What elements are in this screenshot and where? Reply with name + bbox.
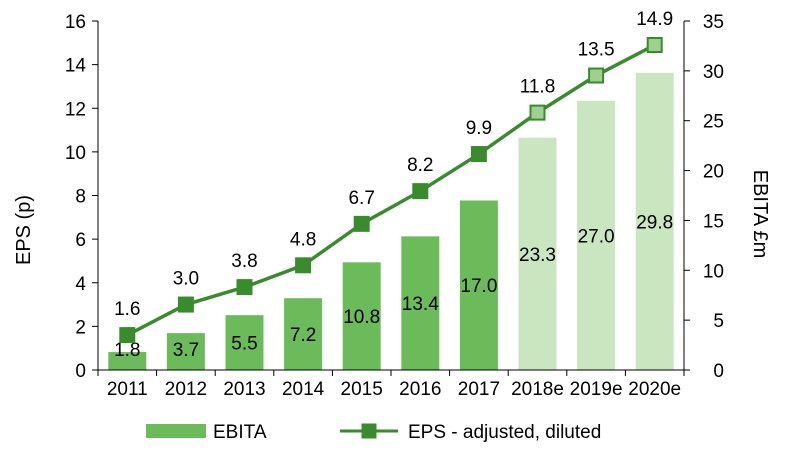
eps-data-label-2011: 1.6 [114, 299, 140, 320]
eps-data-label-2015: 6.7 [348, 188, 374, 209]
ebita-data-label-2014: 7.2 [290, 325, 316, 346]
left-tick-label: 2 [75, 317, 86, 338]
ebita-data-label-2013: 5.5 [231, 334, 257, 355]
ebita-bar-2014 [284, 298, 323, 370]
right-tick-label: 15 [703, 211, 724, 232]
x-tick-label-2015: 2015 [341, 379, 383, 400]
legend-ebita-swatch [146, 424, 206, 438]
ebita-data-label-2011: 1.8 [114, 340, 140, 361]
left-tick-label: 16 [65, 12, 86, 33]
ebita-bar-2018e [518, 137, 557, 370]
right-axis-title: EBITA £m [749, 170, 771, 259]
ebita-data-labels: 1.8 3.7 5.5 7.2 10.8 13.4 17.0 23.3 27.0 29.8 [114, 212, 673, 361]
ebita-bar-2015 [342, 262, 381, 370]
legend-eps-label: EPS - adjusted, diluted [408, 422, 601, 443]
left-tick-label: 4 [75, 274, 86, 295]
ebita-bar-2016 [401, 236, 440, 370]
eps-marker-2014 [295, 257, 312, 274]
x-axis-tick-labels: 2011 2012 2013 2014 2015 2016 2017 2018e 2019e 20… [107, 379, 681, 400]
eps-marker-2019e [588, 67, 605, 84]
right-tick-label: 5 [713, 311, 724, 332]
ebita-data-label-2012: 3.7 [173, 340, 199, 361]
left-tick-label: 0 [75, 361, 86, 382]
ebita-data-label-2015: 10.8 [343, 307, 380, 328]
ebita-data-label-2017: 17.0 [460, 276, 497, 297]
eps-data-label-2013: 3.8 [231, 251, 257, 272]
left-tick-label: 10 [65, 143, 86, 164]
eps-marker-2016 [412, 183, 429, 200]
ebita-bar-2020e [635, 72, 674, 370]
legend-eps-marker [361, 423, 377, 439]
x-tick-label-2018e: 2018e [511, 379, 564, 400]
left-tick-label: 6 [75, 230, 86, 251]
eps-line-series [119, 36, 663, 344]
eps-data-label-2020e: 14.9 [636, 9, 673, 30]
x-tick-label-2017: 2017 [458, 379, 500, 400]
eps-line [126, 43, 656, 337]
left-tick-label: 14 [65, 56, 87, 77]
ebita-data-label-2016: 13.4 [402, 294, 439, 315]
x-tick-label-2020e: 2020e [628, 379, 681, 400]
ebita-bar-2011 [108, 352, 147, 370]
legend-ebita-label: EBITA [213, 422, 267, 443]
eps-data-label-2019e: 13.5 [578, 40, 615, 61]
eps-marker-2013 [236, 279, 253, 296]
x-tick-label-2013: 2013 [223, 379, 265, 400]
ebita-bar-2013 [225, 315, 264, 370]
ebita-bar-2017 [459, 200, 498, 370]
right-axis-tick-labels: 0 5 10 15 20 25 30 35 [703, 12, 724, 382]
ebita-bars [108, 72, 674, 371]
right-tick-label: 20 [703, 162, 724, 183]
eps-data-label-2018e: 11.8 [520, 77, 556, 98]
right-tick-label: 0 [713, 361, 724, 382]
eps-marker-2017 [470, 146, 487, 163]
right-tick-label: 25 [703, 112, 724, 133]
x-tick-label-2016: 2016 [399, 379, 441, 400]
eps-data-label-2012: 3.0 [173, 269, 199, 290]
eps-marker-2012 [177, 296, 194, 313]
left-axis-title: EPS (p) [13, 195, 35, 265]
right-tick-label: 35 [703, 12, 724, 33]
right-tick-label: 30 [703, 62, 724, 83]
ebita-data-label-2018e: 23.3 [519, 245, 556, 266]
eps-marker-2018e [529, 104, 546, 121]
ebita-bar-2019e [577, 100, 616, 371]
legend: EBITA EPS - adjusted, diluted [146, 422, 601, 443]
axes [92, 20, 690, 376]
eps-marker-2011 [119, 327, 136, 344]
ebita-bar-2012 [166, 333, 205, 370]
left-axis-tick-labels: 0 2 4 6 8 10 12 14 16 [65, 12, 87, 382]
ebita-data-label-2019e: 27.0 [578, 226, 615, 247]
x-tick-label-2019e: 2019e [570, 379, 623, 400]
left-tick-label: 8 [75, 187, 86, 208]
right-tick-label: 10 [703, 261, 724, 282]
eps-data-label-2017: 9.9 [466, 118, 492, 139]
x-tick-label-2012: 2012 [165, 379, 207, 400]
ebita-data-label-2020e: 29.8 [636, 212, 673, 233]
x-tick-label-2014: 2014 [282, 379, 325, 400]
eps-marker-2015 [353, 215, 370, 232]
eps-data-label-2014: 4.8 [290, 229, 316, 250]
left-tick-label: 12 [65, 99, 86, 120]
eps-data-label-2016: 8.2 [407, 155, 433, 176]
eps-marker-2020e [646, 36, 663, 53]
eps-data-labels: 1.6 3.0 3.8 4.8 6.7 8.2 9.9 11.8 13.5 14.9 [114, 9, 673, 320]
x-tick-label-2011: 2011 [107, 379, 148, 400]
